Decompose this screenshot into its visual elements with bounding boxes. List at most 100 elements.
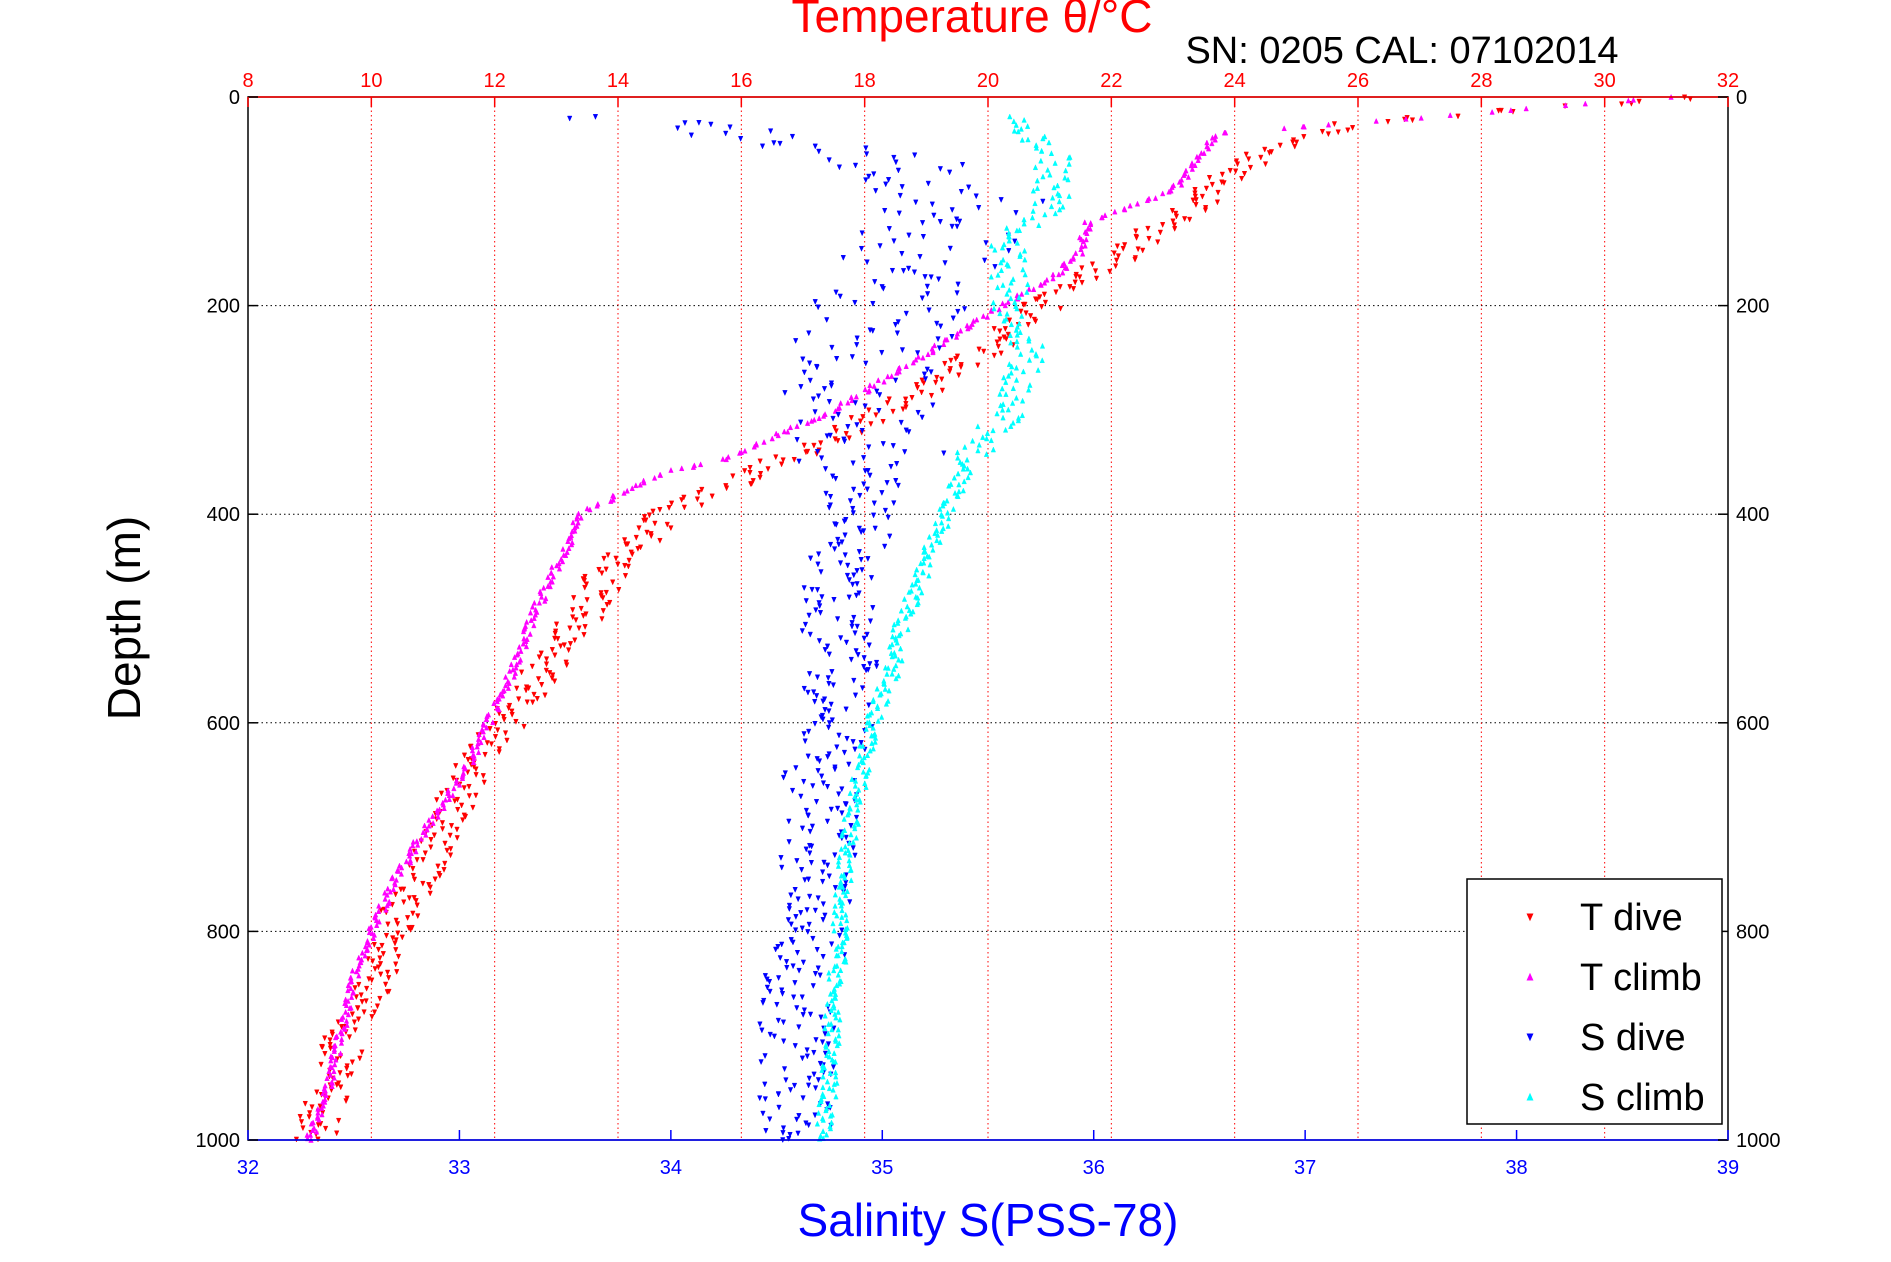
data-point bbox=[675, 125, 681, 132]
data-point bbox=[500, 714, 507, 720]
data-point bbox=[629, 485, 635, 491]
data-point bbox=[508, 661, 514, 668]
data-point bbox=[834, 805, 841, 812]
data-point bbox=[356, 954, 362, 961]
data-point bbox=[806, 728, 812, 735]
data-point bbox=[812, 143, 818, 150]
data-point bbox=[843, 706, 849, 713]
data-point bbox=[825, 754, 831, 761]
data-point bbox=[1014, 227, 1020, 234]
data-point bbox=[531, 615, 537, 621]
data-point bbox=[565, 538, 571, 544]
data-point bbox=[453, 779, 459, 786]
data-point bbox=[394, 969, 400, 975]
data-point bbox=[570, 607, 576, 614]
data-point bbox=[965, 325, 971, 332]
data-point bbox=[1455, 113, 1461, 120]
data-point bbox=[345, 987, 351, 994]
data-point bbox=[926, 553, 932, 560]
data-point bbox=[1004, 310, 1010, 317]
data-point bbox=[682, 120, 688, 127]
data-point bbox=[773, 946, 779, 953]
data-point bbox=[975, 423, 981, 430]
data-point bbox=[475, 736, 482, 742]
data-point bbox=[1079, 279, 1085, 286]
data-point bbox=[858, 740, 864, 746]
data-point bbox=[454, 835, 460, 842]
data-point bbox=[757, 1021, 763, 1028]
data-point bbox=[880, 441, 886, 448]
data-point bbox=[895, 656, 902, 663]
data-point bbox=[1202, 207, 1209, 214]
data-point bbox=[1078, 246, 1084, 252]
data-point bbox=[1005, 406, 1011, 413]
data-point bbox=[785, 917, 792, 924]
data-point bbox=[500, 692, 506, 699]
data-point bbox=[1012, 298, 1018, 305]
legend-label: T dive bbox=[1580, 897, 1683, 939]
data-point bbox=[549, 563, 555, 570]
data-point bbox=[915, 353, 922, 360]
data-point bbox=[894, 330, 901, 337]
data-point bbox=[523, 643, 530, 650]
data-point bbox=[914, 566, 920, 573]
data-point bbox=[568, 541, 575, 548]
data-point bbox=[442, 796, 449, 803]
data-point bbox=[1006, 361, 1013, 367]
data-point bbox=[573, 617, 579, 624]
data-point bbox=[937, 538, 943, 545]
data-point bbox=[1036, 222, 1042, 229]
data-point bbox=[511, 653, 518, 660]
data-point bbox=[984, 430, 991, 436]
data-point bbox=[625, 563, 632, 570]
data-point bbox=[800, 1095, 806, 1102]
data-point bbox=[1008, 369, 1014, 376]
data-point bbox=[1056, 206, 1063, 213]
data-point bbox=[999, 385, 1005, 392]
data-point bbox=[877, 243, 883, 250]
data-point bbox=[362, 952, 368, 959]
data-point bbox=[1082, 219, 1088, 225]
data-point bbox=[329, 1031, 336, 1038]
data-point bbox=[836, 883, 842, 890]
data-point bbox=[955, 454, 961, 461]
data-point bbox=[848, 415, 854, 421]
data-point bbox=[858, 529, 864, 536]
data-point bbox=[811, 416, 817, 423]
data-point bbox=[1060, 269, 1066, 276]
data-point bbox=[798, 910, 804, 916]
data-point bbox=[790, 994, 797, 1001]
data-point bbox=[644, 529, 650, 536]
data-point bbox=[804, 907, 810, 914]
data-point bbox=[431, 832, 437, 839]
data-point bbox=[871, 500, 877, 507]
data-point bbox=[859, 230, 865, 237]
data-point bbox=[324, 1075, 330, 1081]
data-point bbox=[375, 908, 382, 914]
data-point bbox=[843, 911, 849, 918]
data-point bbox=[496, 749, 502, 756]
data-point bbox=[414, 837, 420, 844]
data-point bbox=[826, 708, 832, 715]
data-point bbox=[333, 1056, 339, 1063]
data-point bbox=[822, 1012, 828, 1019]
data-point bbox=[760, 1000, 766, 1007]
data-point bbox=[853, 814, 860, 821]
data-point bbox=[1133, 228, 1139, 235]
data-point bbox=[1007, 113, 1013, 120]
data-point bbox=[794, 437, 800, 443]
salinity-tick-label: 33 bbox=[448, 1157, 470, 1179]
data-point bbox=[856, 549, 862, 555]
data-point bbox=[998, 402, 1004, 409]
data-point bbox=[922, 376, 929, 383]
data-point bbox=[842, 849, 848, 856]
data-point bbox=[481, 734, 487, 740]
data-point bbox=[974, 316, 980, 323]
data-point bbox=[366, 929, 373, 936]
data-point bbox=[502, 673, 509, 680]
data-point bbox=[887, 643, 893, 650]
data-point bbox=[1014, 343, 1020, 350]
data-point bbox=[825, 1030, 831, 1037]
data-point bbox=[812, 971, 819, 977]
data-point bbox=[556, 560, 562, 567]
